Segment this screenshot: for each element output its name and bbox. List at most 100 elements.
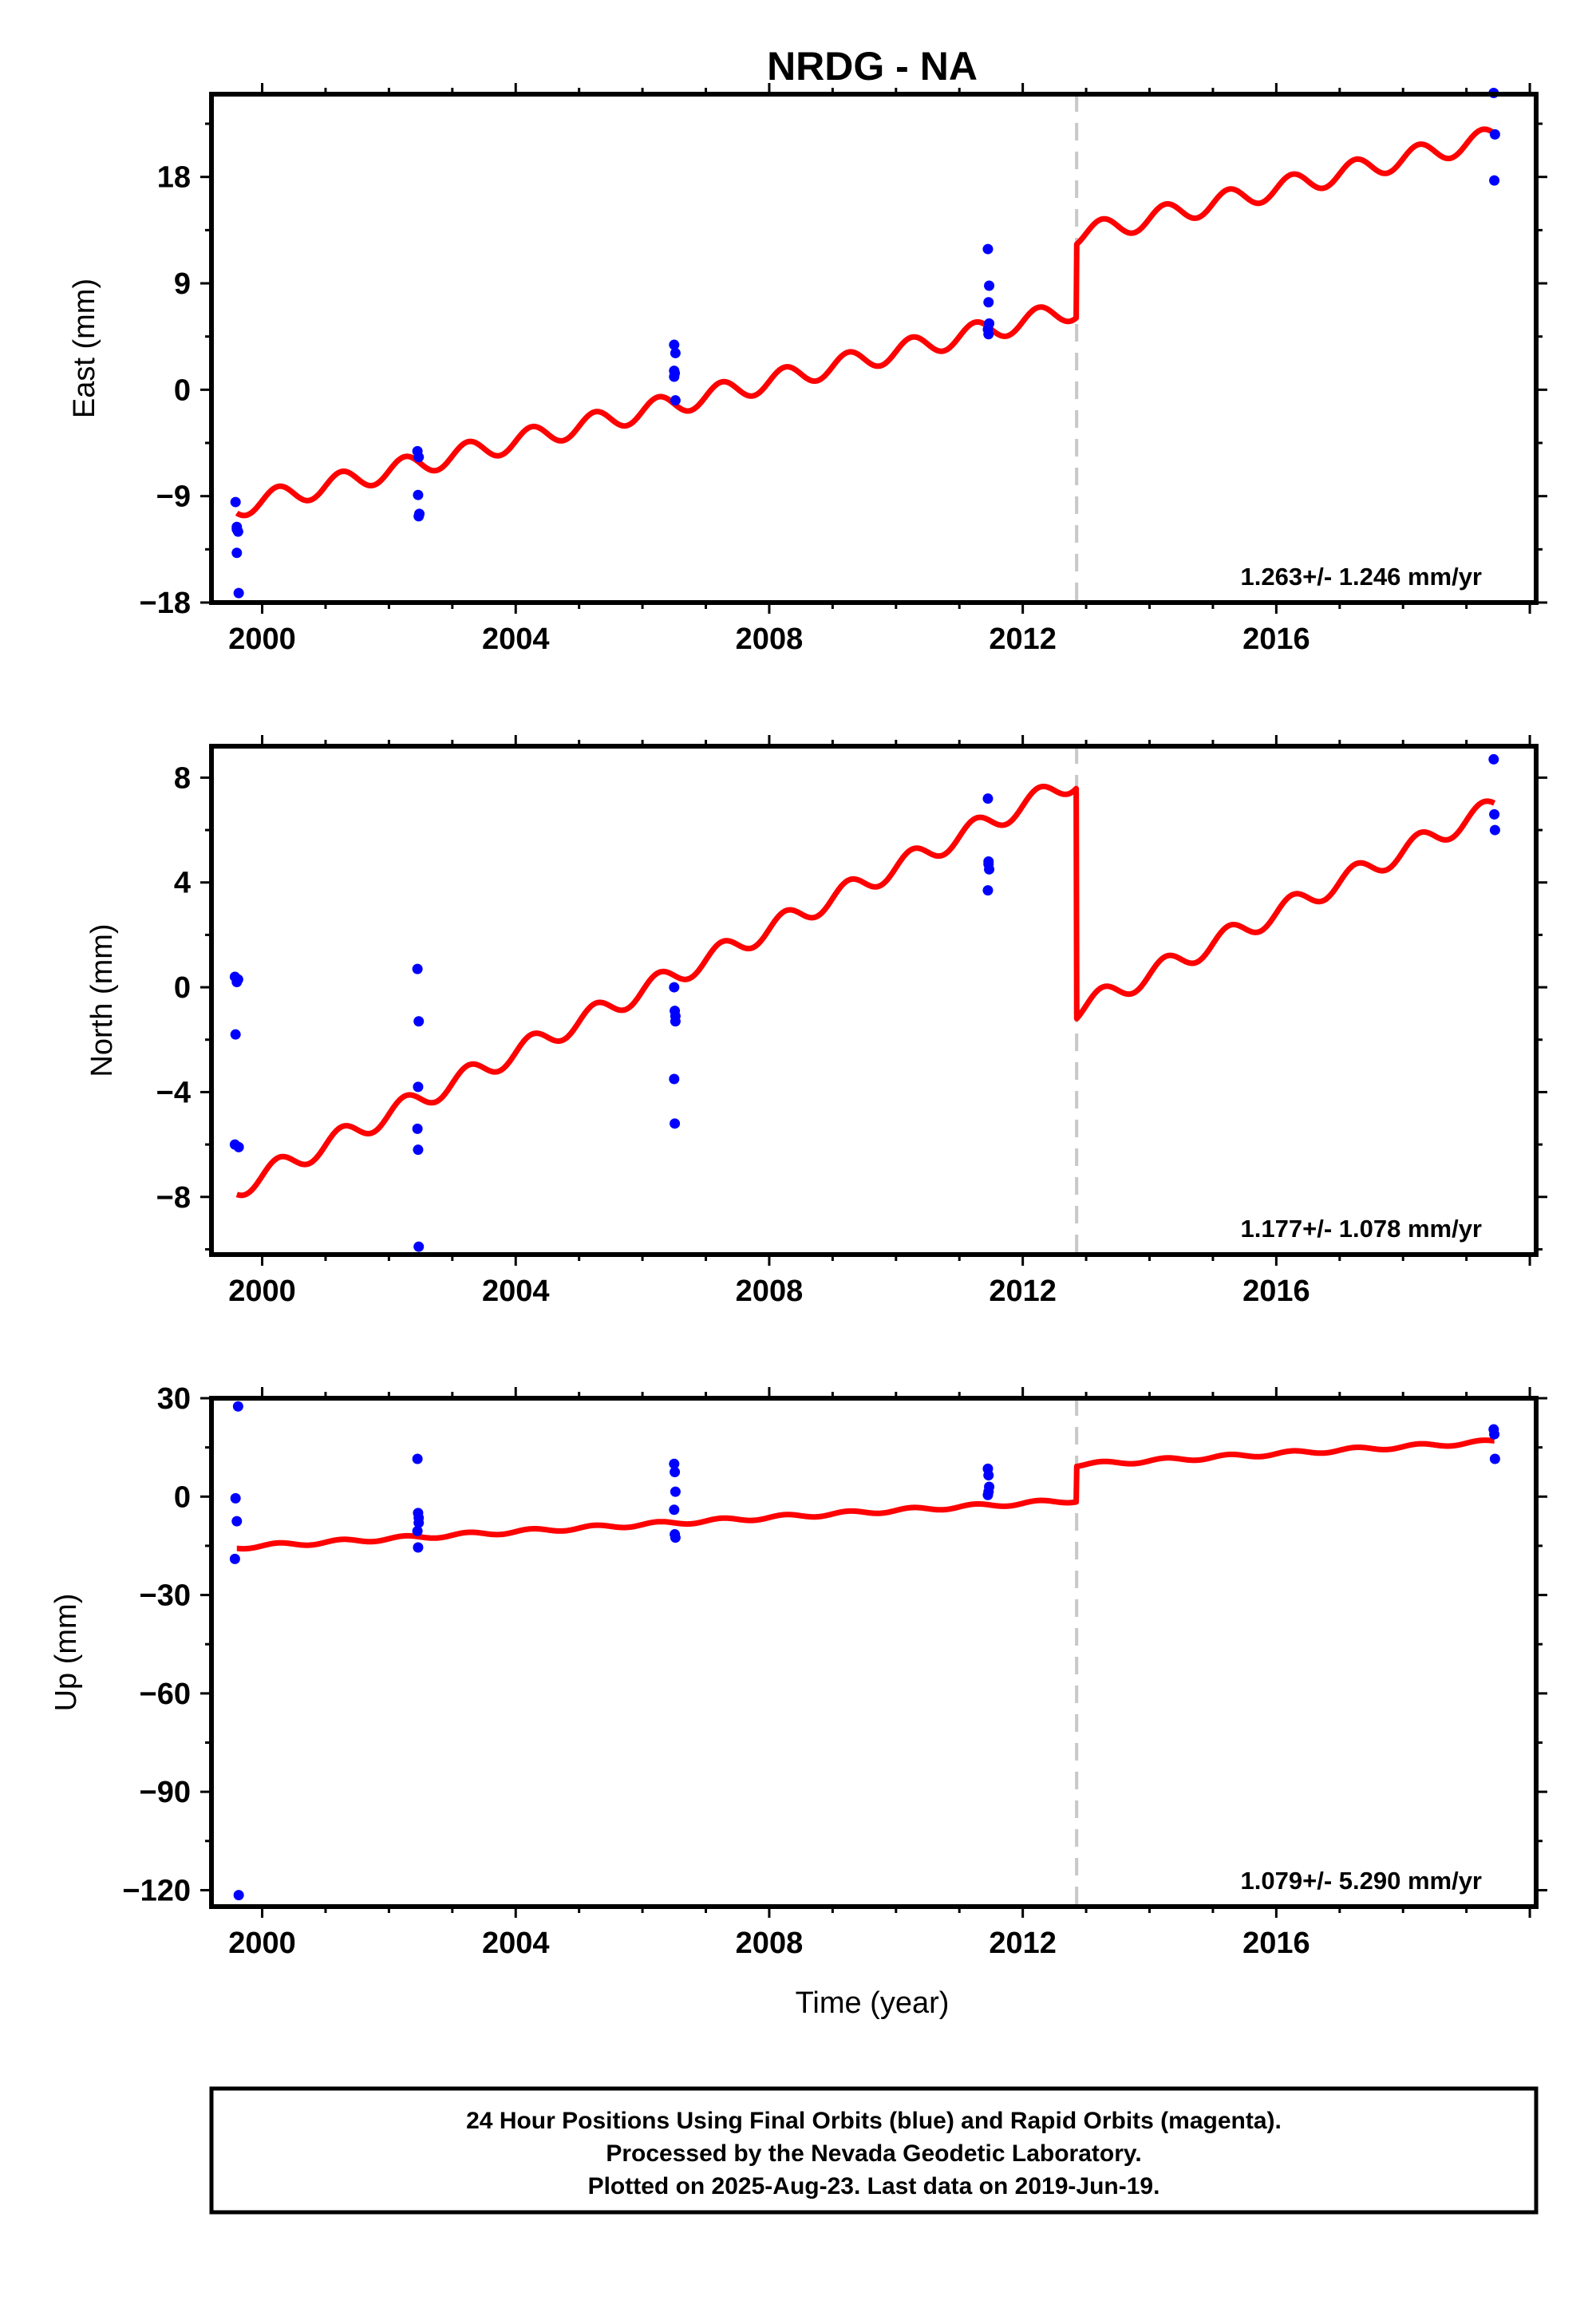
north-data-point xyxy=(669,982,680,993)
footer-line-1: 24 Hour Positions Using Final Orbits (bl… xyxy=(466,2108,1282,2134)
north-data-point xyxy=(670,1010,681,1022)
east-data-point xyxy=(231,547,243,559)
up-data-point xyxy=(983,1486,994,1497)
north-frame xyxy=(209,744,1539,1257)
east-x-tick-label: 2004 xyxy=(482,622,550,656)
north-data-point xyxy=(413,1016,425,1027)
east-data-point xyxy=(413,511,425,522)
north-data-point xyxy=(412,1123,423,1134)
east-data-point xyxy=(984,318,995,329)
up-model-line xyxy=(234,1437,1497,1552)
north-y-tick-label: −8 xyxy=(156,1181,191,1215)
east-data-point xyxy=(669,366,680,377)
east-y-tick-label: −9 xyxy=(156,480,191,514)
up-rate-label: 1.079+/- 5.290 mm/yr xyxy=(1241,1867,1482,1895)
up-y-tick-label: −30 xyxy=(140,1579,191,1613)
up-y-tick-label: 30 xyxy=(157,1382,191,1416)
east-data-point xyxy=(669,339,680,350)
east-data-point xyxy=(670,395,681,406)
up-data-point xyxy=(233,1890,244,1901)
east-frame xyxy=(209,92,1539,605)
footer-line-2: Processed by the Nevada Geodetic Laborat… xyxy=(606,2140,1141,2167)
x-axis-label: Time (year) xyxy=(796,1986,950,2020)
up-x-tick-label: 2008 xyxy=(736,1927,804,1960)
north-rate-label: 1.177+/- 1.078 mm/yr xyxy=(1241,1215,1482,1243)
east-data-point xyxy=(413,489,424,500)
north-x-tick-label: 2012 xyxy=(989,1275,1057,1308)
up-x-tick-label: 2012 xyxy=(989,1927,1057,1960)
north-y-axis-label: North (mm) xyxy=(85,923,119,1077)
east-data-point xyxy=(983,297,994,308)
north-data-point xyxy=(982,793,994,804)
east-y-axis-label: East (mm) xyxy=(68,279,101,418)
north-plot-area xyxy=(234,746,1497,1255)
up-frame xyxy=(209,1396,1539,1909)
up-y-tick-label: −60 xyxy=(140,1678,191,1711)
east-y-tick-label: −18 xyxy=(140,587,191,620)
east-data-point xyxy=(233,587,244,599)
north-x-tick-label: 2004 xyxy=(482,1275,550,1308)
north-data-point xyxy=(413,1241,425,1252)
east-y-tick-label: 9 xyxy=(174,267,191,301)
north-data-point xyxy=(413,1081,424,1093)
up-data-point xyxy=(1489,1429,1500,1440)
east-data-point xyxy=(670,347,681,358)
north-y-tick-label: 8 xyxy=(174,761,191,795)
east-data-point xyxy=(983,329,994,340)
up-data-point xyxy=(1489,1453,1500,1464)
north-data-point xyxy=(230,1029,241,1040)
up-x-tick-label: 2004 xyxy=(482,1927,550,1960)
up-data-point xyxy=(413,1512,425,1524)
figure-title: NRDG - NA xyxy=(767,44,978,89)
up-data-point xyxy=(412,1525,423,1536)
east-data-point xyxy=(982,243,994,255)
east-x-tick-label: 2012 xyxy=(989,622,1057,656)
north-x-tick-label: 2016 xyxy=(1242,1275,1310,1308)
north-x-tick-label: 2000 xyxy=(228,1275,296,1308)
east-data-point xyxy=(231,521,243,532)
up-data-point xyxy=(983,1470,994,1481)
north-data-point xyxy=(982,885,994,896)
up-y-tick-label: −90 xyxy=(140,1776,191,1809)
north-data-point xyxy=(413,1144,424,1156)
up-data-point xyxy=(670,1486,681,1497)
north-y-tick-label: 0 xyxy=(174,971,191,1005)
north-data-point xyxy=(983,859,994,870)
north-panel: 2000 2004 2008 2012 2016 −8 −4 0 4 8 North (mm) 1.1… xyxy=(85,735,1547,1308)
east-panel: 2000 2004 2008 2012 2016 −18 −9 0 9 18 East (mm) 1.… xyxy=(68,83,1547,656)
up-data-point xyxy=(229,1553,240,1564)
up-data-point xyxy=(669,1504,680,1516)
up-data-point xyxy=(230,1492,241,1504)
up-data-point xyxy=(231,1516,243,1527)
east-x-tick-label: 2008 xyxy=(736,622,804,656)
east-data-point xyxy=(1489,128,1500,140)
north-data-point xyxy=(412,963,423,974)
north-data-point xyxy=(669,1073,680,1085)
up-data-point xyxy=(669,1458,680,1469)
east-y-tick-label: 18 xyxy=(157,161,191,195)
north-data-point xyxy=(670,1118,681,1129)
up-data-point xyxy=(413,1542,424,1553)
up-data-point xyxy=(670,1532,681,1543)
east-x-tick-label: 2016 xyxy=(1242,622,1310,656)
east-model-line xyxy=(234,126,1497,519)
up-y-axis-label: Up (mm) xyxy=(49,1594,83,1712)
north-data-point xyxy=(233,1141,244,1152)
up-plot-area xyxy=(234,1398,1497,1907)
north-model-line xyxy=(234,784,1497,1199)
up-y-tick-label: −120 xyxy=(122,1874,191,1907)
footer-line-3: Plotted on 2025-Aug-23. Last data on 201… xyxy=(588,2173,1160,2199)
north-y-tick-label: −4 xyxy=(156,1076,191,1109)
north-data-point xyxy=(1488,753,1499,765)
up-panel: 2000 2004 2008 2012 2016 30 0 −30 −60 −90 −120 Up (… xyxy=(49,1382,1547,1960)
north-data-point xyxy=(1489,824,1500,836)
north-data-point xyxy=(232,974,243,985)
east-data-point xyxy=(413,452,425,463)
north-y-tick-label: 4 xyxy=(174,867,191,900)
east-rate-label: 1.263+/- 1.246 mm/yr xyxy=(1241,563,1482,591)
up-x-tick-label: 2016 xyxy=(1242,1927,1310,1960)
east-data-point xyxy=(984,280,995,291)
east-data-point xyxy=(1489,175,1500,186)
up-y-tick-label: 0 xyxy=(174,1480,191,1514)
